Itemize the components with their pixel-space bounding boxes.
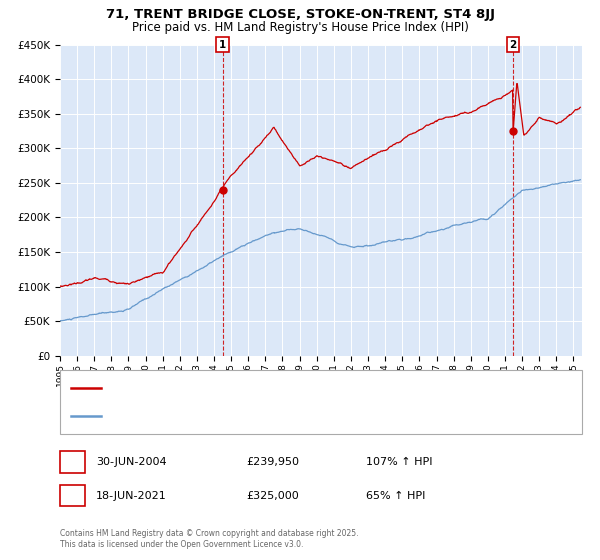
Text: HPI: Average price, detached house, Stoke-on-Trent: HPI: Average price, detached house, Stok… (105, 411, 356, 421)
Text: Price paid vs. HM Land Registry's House Price Index (HPI): Price paid vs. HM Land Registry's House … (131, 21, 469, 34)
Text: 71, TRENT BRIDGE CLOSE, STOKE-ON-TRENT, ST4 8JJ (detached house): 71, TRENT BRIDGE CLOSE, STOKE-ON-TRENT, … (105, 382, 452, 393)
Text: 107% ↑ HPI: 107% ↑ HPI (366, 457, 433, 467)
Text: 2: 2 (509, 40, 517, 50)
Text: 65% ↑ HPI: 65% ↑ HPI (366, 491, 425, 501)
Text: £325,000: £325,000 (246, 491, 299, 501)
Text: Contains HM Land Registry data © Crown copyright and database right 2025.
This d: Contains HM Land Registry data © Crown c… (60, 529, 359, 549)
Text: 1: 1 (219, 40, 226, 50)
Text: £239,950: £239,950 (246, 457, 299, 467)
Text: 18-JUN-2021: 18-JUN-2021 (96, 491, 167, 501)
Text: 30-JUN-2004: 30-JUN-2004 (96, 457, 167, 467)
Text: 1: 1 (69, 457, 76, 467)
Text: 2: 2 (69, 491, 76, 501)
Text: 71, TRENT BRIDGE CLOSE, STOKE-ON-TRENT, ST4 8JJ: 71, TRENT BRIDGE CLOSE, STOKE-ON-TRENT, … (106, 8, 494, 21)
